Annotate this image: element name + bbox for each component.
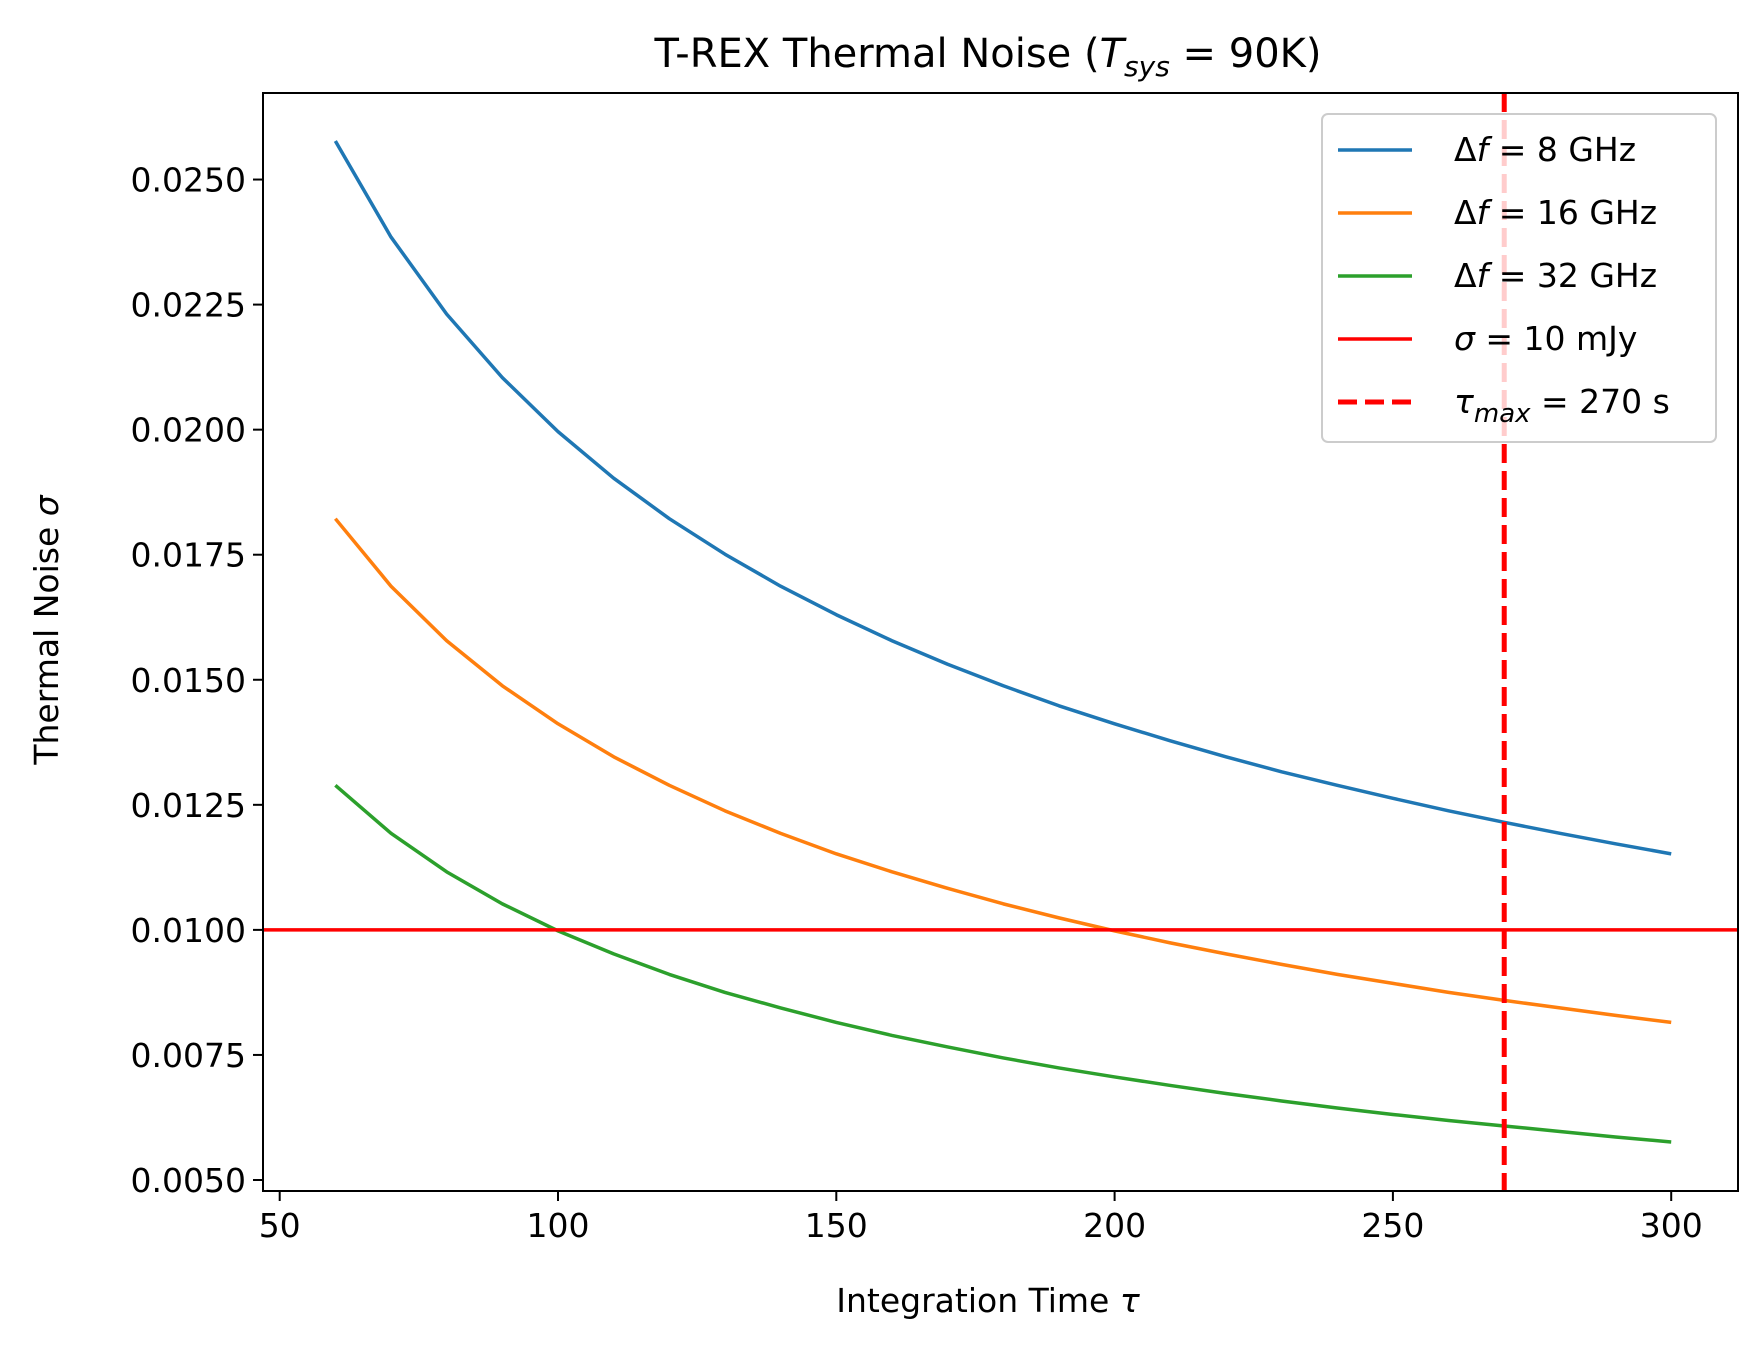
y-tick-label: 0.0250 — [131, 161, 246, 200]
legend-label-16ghz: Δf = 16 GHz — [1454, 193, 1657, 232]
legend-label-sigma: σ = 10 mJy — [1454, 319, 1637, 358]
x-tick-label: 50 — [259, 1206, 301, 1245]
y-tick-label: 0.0075 — [131, 1036, 246, 1075]
chart-title: T-REX Thermal Noise (Tsys = 90K) — [654, 31, 1322, 83]
legend-box — [1321, 113, 1717, 443]
y-tick-label: 0.0100 — [131, 911, 246, 950]
legend-label-32ghz: Δf = 32 GHz — [1454, 256, 1657, 295]
y-tick-label: 0.0175 — [131, 536, 246, 575]
axes-frame — [262, 92, 1739, 1192]
y-tick-label: 0.0125 — [131, 786, 246, 825]
x-tick-label: 300 — [1640, 1206, 1703, 1245]
plot-area — [263, 93, 1738, 1191]
axis-ticks: 50 100 150 200 250 300 0.0050 0.0075 0.0100 0.012… — [131, 161, 1703, 1245]
x-tick-label: 100 — [527, 1206, 590, 1245]
x-tick-label: 200 — [1083, 1206, 1146, 1245]
y-tick-label: 0.0200 — [131, 411, 246, 450]
y-axis-label: Thermal Noise σ — [27, 494, 66, 765]
y-tick-label: 0.0225 — [131, 286, 246, 325]
x-tick-label: 150 — [805, 1206, 868, 1245]
x-axis-label: Integration Time τ — [836, 1281, 1141, 1320]
legend: Δf = 8 GHz Δf = 16 GHz Δf = 32 GHz σ = 1… — [1321, 113, 1717, 443]
series-line-8ghz — [333, 140, 1672, 856]
legend-label-8ghz: Δf = 8 GHz — [1454, 130, 1636, 169]
y-tick-label: 0.0150 — [131, 661, 246, 700]
series-line-16ghz — [334, 517, 1672, 1025]
y-tick-label: 0.0050 — [131, 1161, 246, 1200]
x-tick-label: 250 — [1361, 1206, 1424, 1245]
legend-label-tau-max: τmax = 270 s — [1454, 382, 1670, 429]
